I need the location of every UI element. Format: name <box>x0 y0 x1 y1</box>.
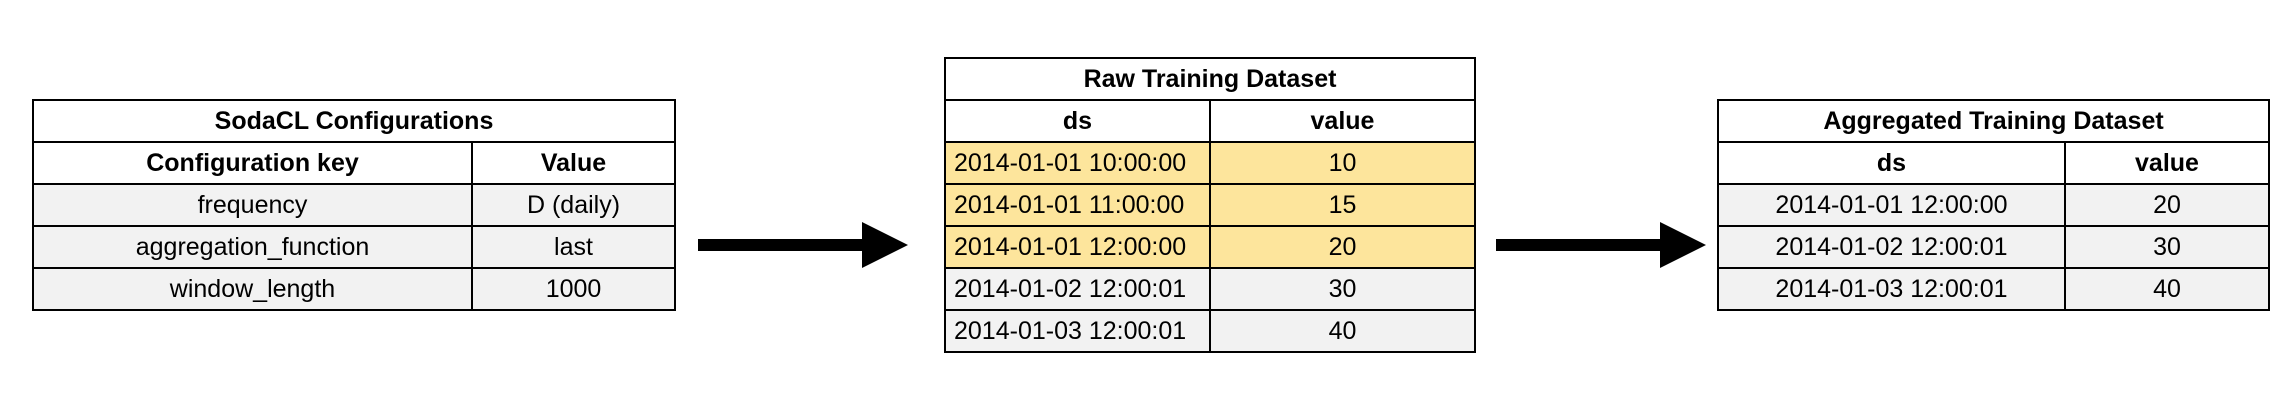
agg-header-value: value <box>2063 141 2271 185</box>
value-cell: 10 <box>1208 141 1477 185</box>
config-header-value: Value <box>470 141 677 185</box>
config-value-cell: 1000 <box>470 267 677 311</box>
table-row-highlighted: 2014-01-01 12:00:00 20 <box>944 225 1477 269</box>
ds-cell: 2014-01-01 10:00:00 <box>944 141 1211 185</box>
agg-table-title: Aggregated Training Dataset <box>1716 99 2271 143</box>
table-row: 2014-01-02 12:00:01 30 <box>1717 225 2271 269</box>
ds-cell: 2014-01-03 12:00:01 <box>1717 267 2066 311</box>
ds-cell: 2014-01-02 12:00:01 <box>944 267 1211 311</box>
ds-cell: 2014-01-01 12:00:00 <box>1717 183 2066 227</box>
ds-cell: 2014-01-01 12:00:00 <box>944 225 1211 269</box>
table-row: window_length 1000 <box>32 267 677 311</box>
config-key-cell: window_length <box>32 267 473 311</box>
raw-header-row: ds value <box>944 99 1477 143</box>
agg-header-ds: ds <box>1717 141 2066 185</box>
raw-header-value: value <box>1208 99 1477 143</box>
table-row: aggregation_function last <box>32 225 677 269</box>
table-row-highlighted: 2014-01-01 11:00:00 15 <box>944 183 1477 227</box>
agg-header-row: ds value <box>1717 141 2271 185</box>
aggregated-dataset-table: Aggregated Training Dataset ds value 201… <box>1716 99 2271 311</box>
config-header-row: Configuration key Value <box>32 141 677 185</box>
table-row: 2014-01-03 12:00:01 40 <box>944 309 1477 353</box>
table-row: 2014-01-02 12:00:01 30 <box>944 267 1477 311</box>
value-cell: 30 <box>1208 267 1477 311</box>
value-cell: 40 <box>1208 309 1477 353</box>
config-table-title: SodaCL Configurations <box>31 99 677 143</box>
table-row: 2014-01-03 12:00:01 40 <box>1717 267 2271 311</box>
value-cell: 20 <box>1208 225 1477 269</box>
table-row-highlighted: 2014-01-01 10:00:00 10 <box>944 141 1477 185</box>
value-cell: 40 <box>2063 267 2271 311</box>
ds-cell: 2014-01-03 12:00:01 <box>944 309 1211 353</box>
raw-table-title: Raw Training Dataset <box>943 57 1477 101</box>
raw-header-ds: ds <box>944 99 1211 143</box>
config-key-cell: aggregation_function <box>32 225 473 269</box>
value-cell: 20 <box>2063 183 2271 227</box>
config-title-row: SodaCL Configurations <box>31 99 677 143</box>
table-row: frequency D (daily) <box>32 183 677 227</box>
config-table: SodaCL Configurations Configuration key … <box>31 99 677 311</box>
raw-dataset-table: Raw Training Dataset ds value 2014-01-01… <box>943 57 1477 353</box>
config-key-cell: frequency <box>32 183 473 227</box>
agg-title-row: Aggregated Training Dataset <box>1716 99 2271 143</box>
arrow-right-icon <box>1496 222 1706 268</box>
config-header-key: Configuration key <box>32 141 473 185</box>
raw-title-row: Raw Training Dataset <box>943 57 1477 101</box>
config-value-cell: last <box>470 225 677 269</box>
config-value-cell: D (daily) <box>470 183 677 227</box>
value-cell: 30 <box>2063 225 2271 269</box>
value-cell: 15 <box>1208 183 1477 227</box>
ds-cell: 2014-01-01 11:00:00 <box>944 183 1211 227</box>
ds-cell: 2014-01-02 12:00:01 <box>1717 225 2066 269</box>
arrow-right-icon <box>698 222 908 268</box>
table-row: 2014-01-01 12:00:00 20 <box>1717 183 2271 227</box>
